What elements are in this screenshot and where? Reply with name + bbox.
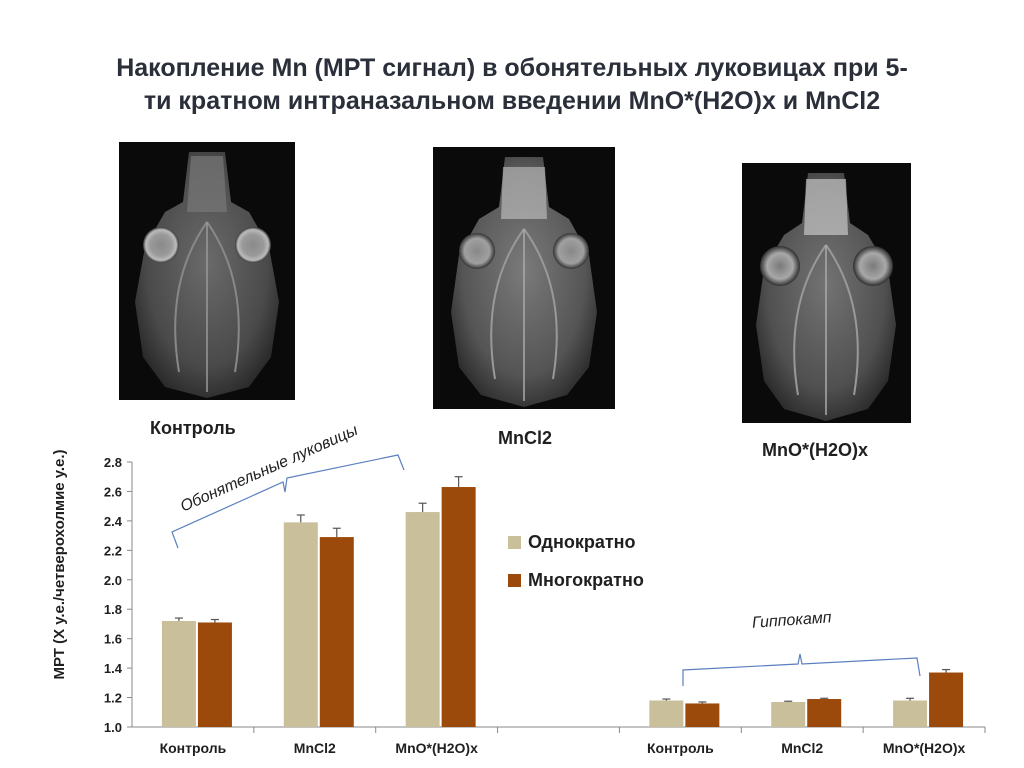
y-tick-label: 2.2 (104, 543, 122, 558)
mri-image-mno (742, 163, 911, 423)
bar (441, 487, 476, 727)
mri-image-mncl2 (433, 147, 615, 409)
x-tick-label: MnCl2 (294, 740, 336, 756)
image-label-control: Контроль (150, 418, 236, 438)
bar (929, 672, 964, 727)
bar (161, 621, 196, 727)
title-line-2: ти кратном интраназальном введении MnO*(… (143, 87, 881, 115)
x-tick-label: MnO*(H2O)x (883, 740, 966, 756)
image-label-mncl2: MnCl2 (498, 428, 552, 448)
y-tick-label: 1.6 (104, 632, 122, 647)
x-tick-label: MnO*(H2O)x (395, 740, 478, 756)
legend-label-single: Однократно (528, 532, 636, 552)
mri-scan-mncl2 (451, 157, 597, 407)
bar (197, 622, 232, 727)
legend-item-single: Однократно (508, 532, 636, 553)
y-tick-label: 1.8 (104, 602, 122, 617)
x-tick-label: Контроль (647, 740, 714, 756)
x-tick-label: Контроль (160, 740, 227, 756)
y-tick-label: 2.6 (104, 484, 122, 499)
x-tick-label: MnCl2 (781, 740, 823, 756)
y-tick-label: 2.0 (104, 573, 122, 588)
mri-scan-mno (756, 173, 896, 421)
bar (649, 700, 684, 727)
y-tick-label: 1.2 (104, 691, 122, 706)
bar (283, 522, 318, 727)
y-tick-label: 2.4 (104, 514, 123, 529)
title-line-1: Накопление Mn (МРТ сигнал) в обонятельны… (116, 54, 908, 82)
y-tick-label: 2.8 (104, 455, 122, 470)
bar (807, 699, 842, 727)
y-tick-label: 1.4 (104, 661, 123, 676)
bracket-olfactory (171, 454, 405, 549)
bracket-hippocampus (682, 653, 921, 686)
page-title: Накопление Mn (МРТ сигнал) в обонятельны… (40, 52, 984, 118)
mri-image-control (119, 142, 295, 400)
legend-swatch-single (508, 536, 521, 549)
bar (893, 700, 928, 727)
bar (771, 701, 806, 727)
legend-label-multiple: Многократно (528, 570, 644, 590)
y-axis-label: МРТ (Х у.е./четверохолмие у.е.) (51, 450, 68, 680)
legend-swatch-multiple (508, 574, 521, 587)
mri-scan-control (135, 152, 279, 398)
image-label-mno: MnO*(H2O)x (762, 440, 869, 460)
y-tick-label: 1.0 (104, 720, 122, 735)
bar (405, 512, 440, 727)
bar (685, 703, 720, 727)
legend-item-multiple: Многократно (508, 570, 644, 591)
bar (319, 537, 354, 727)
